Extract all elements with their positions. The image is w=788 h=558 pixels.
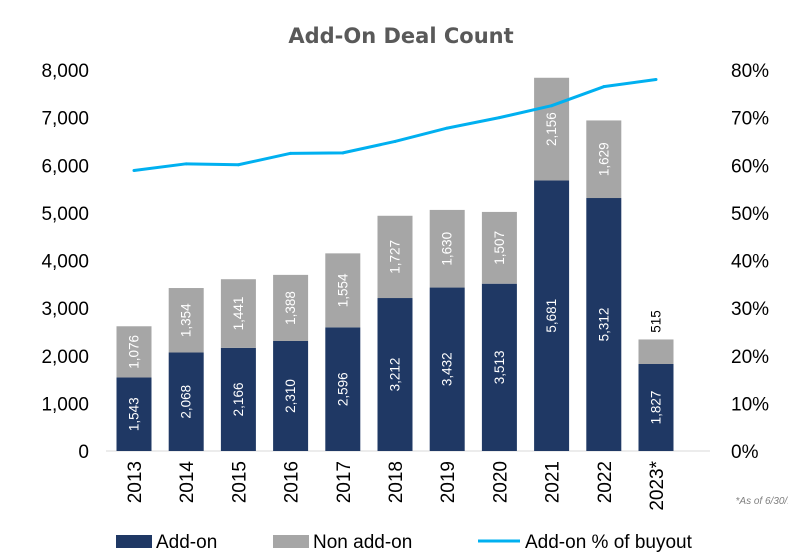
line-point — [236, 163, 240, 167]
left-tick-label: 2,000 — [41, 347, 89, 368]
right-tick-label: 80% — [731, 61, 769, 82]
x-tick-label: 2014 — [177, 461, 198, 504]
bar-non-add-on — [586, 120, 622, 199]
legend-label-non-add-on: Non add-on — [313, 532, 412, 553]
x-tick-label: 2015 — [229, 461, 250, 503]
bar-non-add-on — [481, 211, 517, 284]
data-label-non-add-on: 2,156 — [544, 112, 559, 146]
bar-non-add-on — [534, 77, 570, 181]
left-tick-label: 5,000 — [41, 204, 89, 225]
right-axis: 0% 10% 20% 30% 40% 50% 60% 70% 80% — [731, 61, 769, 463]
bars-group: 1,543 1,076 2,068 1,354 2,166 1,441 2,310 1,388… — [116, 77, 674, 451]
data-label-add-on: 3,432 — [440, 352, 455, 386]
x-tick-label: 2020 — [490, 461, 511, 503]
left-tick-label: 6,000 — [41, 156, 89, 177]
bar-non-add-on — [273, 274, 309, 341]
bar-add-on — [377, 298, 413, 451]
data-label-non-add-on: 1,630 — [440, 232, 455, 266]
legend-swatch-add-on — [116, 535, 152, 548]
right-tick-label: 60% — [731, 156, 769, 177]
data-label-add-on: 5,312 — [596, 308, 611, 342]
right-tick-label: 0% — [731, 442, 759, 463]
x-tick-label: 2022 — [595, 461, 616, 503]
data-label-add-on: 2,310 — [283, 379, 298, 413]
right-tick-label: 30% — [731, 299, 769, 320]
bar-non-add-on — [220, 279, 256, 348]
line-point — [497, 116, 501, 120]
line-point — [184, 162, 188, 166]
bar-non-add-on — [377, 215, 413, 299]
bar-add-on — [325, 327, 361, 451]
x-tick-label: 2019 — [438, 461, 459, 503]
bar-non-add-on — [168, 288, 204, 353]
data-label-add-on: 1,827 — [649, 391, 664, 425]
line-series-group — [132, 78, 658, 172]
x-tick-label: 2013 — [125, 461, 146, 503]
line-point — [393, 139, 397, 143]
line-point — [132, 168, 136, 172]
bar-add-on — [273, 340, 309, 451]
x-tick-label: 2016 — [282, 461, 303, 503]
data-label-non-add-on: 1,629 — [596, 142, 611, 176]
x-tick-label: 2018 — [386, 461, 407, 503]
x-tick-label: 2023* — [647, 460, 668, 510]
data-label-add-on: 2,596 — [335, 372, 350, 406]
data-label-add-on: 2,166 — [231, 383, 246, 417]
bar-add-on — [586, 198, 622, 451]
right-tick-label: 70% — [731, 109, 769, 130]
right-tick-label: 20% — [731, 347, 769, 368]
left-tick-label: 8,000 — [41, 61, 89, 82]
left-tick-label: 1,000 — [41, 394, 89, 415]
data-label-add-on: 3,513 — [492, 350, 507, 384]
legend-label-add-on: Add-on — [156, 532, 217, 553]
bar-add-on — [481, 283, 517, 451]
bar-add-on — [429, 287, 465, 451]
data-label-non-add-on: 1,354 — [179, 303, 194, 337]
left-tick-label: 4,000 — [41, 252, 89, 273]
left-tick-label: 7,000 — [41, 109, 89, 130]
bar-non-add-on — [638, 339, 674, 364]
data-label-add-on: 1,543 — [127, 397, 142, 431]
chart-title: Add-On Deal Count — [288, 24, 513, 48]
line-point — [341, 151, 345, 155]
bar-add-on — [116, 377, 152, 451]
left-axis: 0 1,000 2,000 3,000 4,000 5,000 6,000 7,000 8,00… — [41, 61, 89, 463]
bar-add-on — [168, 352, 204, 451]
bar-add-on — [534, 180, 570, 451]
line-add-on-pct-of-buyout — [133, 78, 657, 172]
line-point — [289, 151, 293, 155]
legend-label-add-on-pct: Add-on % of buyout — [525, 532, 693, 553]
legend-swatch-non-add-on — [273, 535, 309, 548]
bar-non-add-on — [429, 209, 465, 288]
right-tick-label: 40% — [731, 252, 769, 273]
x-tick-label: 2021 — [543, 461, 564, 503]
right-tick-label: 10% — [731, 394, 769, 415]
footnote: *As of 6/30/. — [736, 496, 788, 507]
bar-non-add-on — [116, 326, 152, 378]
right-tick-label: 50% — [731, 204, 769, 225]
data-label-non-add-on: 1,388 — [283, 291, 298, 325]
left-tick-label: 0 — [78, 442, 89, 463]
line-point — [602, 85, 606, 89]
data-label-non-add-on: 515 — [649, 310, 664, 333]
legend: Add-on Non add-on Add-on % of buyout — [116, 532, 693, 553]
data-label-non-add-on: 1,076 — [127, 335, 142, 369]
data-label-non-add-on: 1,441 — [231, 297, 246, 331]
data-label-non-add-on: 1,554 — [335, 273, 350, 307]
bar-add-on — [220, 347, 256, 451]
x-tick-label: 2017 — [334, 461, 355, 503]
data-label-non-add-on: 1,727 — [388, 240, 403, 274]
data-label-add-on: 5,681 — [544, 299, 559, 333]
line-point — [445, 126, 449, 130]
data-label-add-on: 2,068 — [179, 385, 194, 419]
bar-add-on — [638, 363, 674, 451]
bar-non-add-on — [325, 253, 361, 328]
data-label-non-add-on: 1,507 — [492, 231, 507, 265]
line-point — [654, 78, 658, 82]
x-axis: 2013 2014 2015 2016 2017 2018 2019 2020 2021 2022… — [125, 460, 668, 510]
left-tick-label: 3,000 — [41, 299, 89, 320]
data-label-add-on: 3,212 — [388, 358, 403, 392]
line-point — [550, 104, 554, 108]
